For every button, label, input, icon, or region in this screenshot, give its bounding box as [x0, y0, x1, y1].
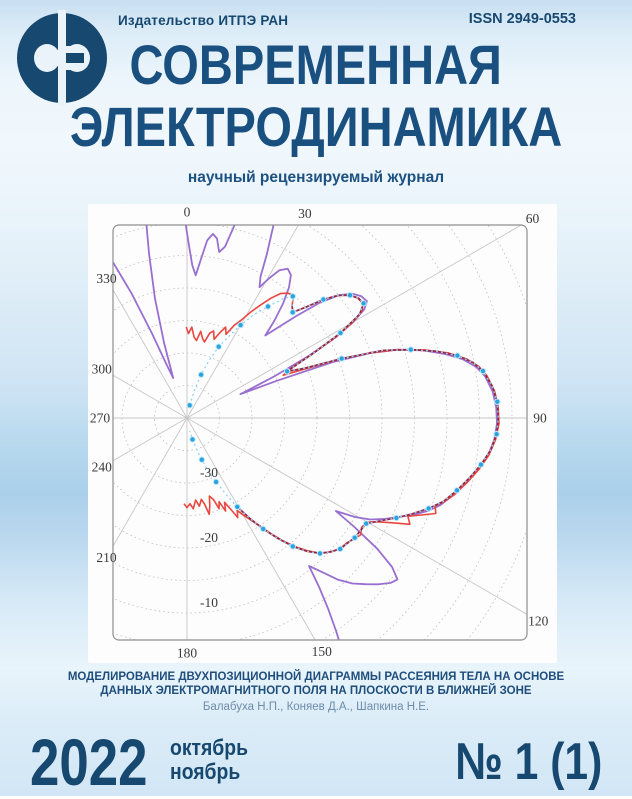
- reconstructed-samples-line: [189, 294, 499, 555]
- db-grid-circle: [113, 225, 527, 640]
- reconstructed-samples-marker: [337, 329, 344, 337]
- angle-tick-label: 270: [90, 411, 111, 426]
- issue-number: № 1 (1): [454, 733, 602, 791]
- reconstructed-samples-marker: [237, 321, 244, 329]
- db-tick-label: -30: [200, 465, 218, 480]
- issue-info-bar: 2022 октябрь ноябрь № 1 (1): [0, 725, 632, 799]
- issue-month-1: октябрь: [170, 735, 248, 760]
- reconstructed-samples-marker: [283, 368, 291, 375]
- reconstructed-samples-marker: [316, 550, 324, 557]
- issue-year: 2022: [30, 725, 148, 799]
- angle-tick-label: 330: [96, 271, 117, 286]
- angle-spoke: [113, 417, 188, 634]
- db-tick-label: -10: [200, 595, 218, 610]
- polar-scattering-chart: 0 30 60 90 120 150 180 210 240 270 300 330 -30 -20 -10: [90, 205, 549, 661]
- db-grid-circle: [113, 225, 448, 640]
- reconstructed-samples-marker: [260, 525, 267, 533]
- article-title: МОДЕЛИРОВАНИЕ ДВУХПОЗИЦИОННОЙ ДИАГРАММЫ …: [36, 671, 596, 698]
- reconstructed-pattern-line: [236, 294, 500, 555]
- reconstructed-samples-marker: [234, 503, 241, 510]
- reconstructed-samples-marker: [337, 545, 344, 553]
- angle-tick-label: 30: [298, 206, 312, 221]
- chart-frame: [112, 224, 528, 641]
- db-tick-label: -20: [200, 530, 218, 545]
- angle-tick-label: 150: [312, 644, 333, 659]
- reconstructed-samples-marker: [453, 487, 461, 494]
- reconstructed-samples-marker: [186, 402, 193, 409]
- angle-spoke: [113, 417, 188, 640]
- reconstructed-samples-marker: [477, 461, 485, 468]
- reconstructed-samples-marker: [289, 293, 297, 300]
- reconstructed-samples-marker: [425, 505, 432, 512]
- angle-spoke: [186, 417, 527, 634]
- journal-title-line2: ЭЛЕКТРОДИНАМИКА: [69, 95, 563, 158]
- reconstructed-samples-marker: [407, 346, 414, 353]
- journal-logo-se-monogram-icon: [17, 10, 107, 106]
- angle-spoke: [186, 225, 527, 419]
- angle-tick-label: 120: [528, 613, 549, 628]
- reconstructed-samples-marker: [493, 431, 500, 438]
- journal-title-line1: СОВРЕМЕННАЯ: [129, 33, 503, 96]
- issue-months: октябрь ноябрь: [170, 736, 248, 784]
- reconstructed-samples-marker: [320, 296, 327, 303]
- angle-tick-label: 180: [177, 646, 198, 661]
- journal-title: СОВРЕМЕННАЯ ЭЛЕКТРОДИНАМИКА: [0, 34, 632, 158]
- article-authors: Балабуха Н.П., Коняев Д.А., Шапкина Н.Е.: [202, 701, 430, 713]
- angle-tick-label: 300: [92, 361, 113, 376]
- angle-spoke: [113, 225, 188, 419]
- reconstructed-samples-marker: [494, 398, 501, 405]
- journal-subtitle: научный рецензируемый журнал: [187, 169, 445, 186]
- angle-tick-label: 0: [184, 205, 191, 220]
- reconstructed-samples-marker: [454, 352, 461, 359]
- angle-tick-label: 210: [96, 550, 117, 565]
- reconstructed-samples-marker: [289, 309, 296, 316]
- reconstructed-samples-marker: [479, 367, 487, 375]
- polar-grid-and-series: [113, 225, 527, 640]
- computed-pattern-line: [113, 225, 498, 640]
- angle-spoke: [113, 225, 188, 419]
- publisher-label: Издательство ИТПЭ РАН: [118, 13, 289, 28]
- reconstructed-samples-marker: [360, 300, 367, 307]
- reconstructed-samples-marker: [212, 478, 220, 486]
- reconstructed-samples-marker: [198, 456, 206, 463]
- db-grid-circle: [113, 225, 415, 640]
- reconstructed-samples-marker: [363, 520, 370, 527]
- issue-month-2: ноябрь: [170, 759, 241, 784]
- cover-figure-panel: 0 30 60 90 120 150 180 210 240 270 300 330 -30 -20 -10: [88, 204, 557, 663]
- article-title-line2: ДАННЫХ ЭЛЕКТРОМАГНИТНОГО ПОЛЯ НА ПЛОСКОС…: [100, 684, 532, 697]
- db-grid-circle: [113, 225, 480, 640]
- issn-label: ISSN 2949-0553: [468, 11, 576, 27]
- reconstructed-samples-marker: [215, 343, 222, 350]
- reconstructed-samples-marker: [351, 534, 358, 541]
- reconstructed-samples-marker: [264, 303, 272, 310]
- angle-tick-label: 90: [533, 411, 547, 426]
- angle-tick-label: 60: [526, 211, 540, 226]
- reconstructed-samples-marker: [346, 292, 354, 299]
- angle-spoke: [186, 225, 403, 419]
- reconstructed-samples-marker: [393, 514, 400, 522]
- reconstructed-samples-marker: [289, 543, 297, 550]
- reconstructed-samples-marker: [338, 355, 345, 362]
- reconstructed-samples-marker: [189, 436, 196, 443]
- article-title-line1: МОДЕЛИРОВАНИЕ ДВУХПОЗИЦИОННОЙ ДИАГРАММЫ …: [67, 671, 565, 683]
- angle-tick-label: 240: [92, 460, 113, 475]
- angle-spoke: [186, 417, 403, 640]
- reconstructed-samples-marker: [197, 371, 205, 378]
